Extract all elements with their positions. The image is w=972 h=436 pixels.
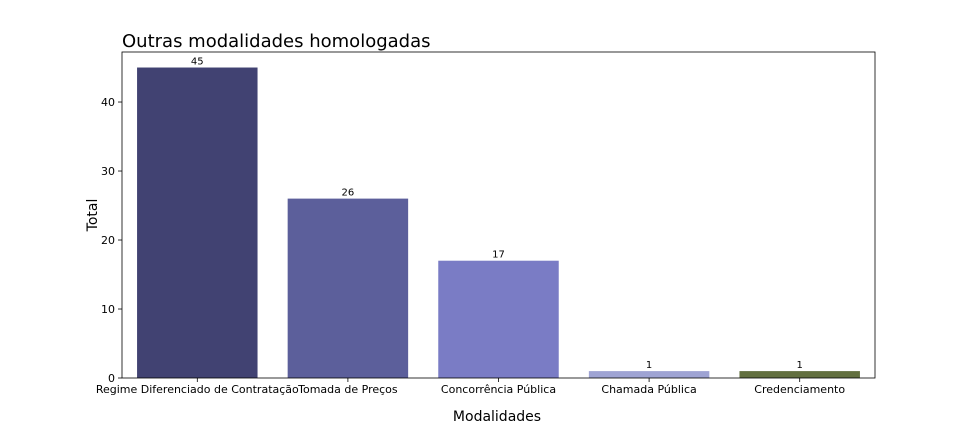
y-tick-label: 20 bbox=[101, 234, 115, 247]
x-tick-label: Chamada Pública bbox=[601, 383, 696, 396]
x-tick-label: Concorrência Pública bbox=[441, 383, 556, 396]
y-tick-label: 40 bbox=[101, 96, 115, 109]
x-axis-ticks: Regime Diferenciado de Contratação Tomada… bbox=[96, 378, 845, 396]
x-tick-label: Tomada de Preços bbox=[297, 383, 398, 396]
chart-title: Outras modalidades homologadas bbox=[122, 31, 431, 52]
bar bbox=[287, 198, 409, 378]
bars-group bbox=[137, 67, 860, 379]
x-tick-label: Credenciamento bbox=[754, 383, 845, 396]
y-tick-label: 10 bbox=[101, 303, 115, 316]
bar-value-label: 17 bbox=[492, 250, 505, 261]
bar-value-label: 45 bbox=[191, 57, 204, 68]
bar bbox=[137, 67, 258, 379]
bar bbox=[739, 371, 860, 378]
bar bbox=[438, 260, 559, 378]
bar-value-labels: 45 26 17 1 1 bbox=[191, 57, 803, 372]
y-tick-label: 0 bbox=[108, 372, 115, 385]
plot-frame bbox=[121, 51, 876, 379]
x-axis-label: Modalidades bbox=[453, 409, 541, 425]
y-axis-label: Total bbox=[85, 199, 101, 233]
x-tick-label: Regime Diferenciado de Contratação bbox=[96, 383, 299, 396]
bar bbox=[588, 371, 710, 378]
bar-value-label: 26 bbox=[342, 188, 355, 199]
bar-value-label: 1 bbox=[646, 360, 652, 371]
y-tick-label: 30 bbox=[101, 165, 115, 178]
bar-value-label: 1 bbox=[797, 360, 803, 371]
y-axis-ticks: 0 10 20 30 40 bbox=[101, 96, 122, 385]
